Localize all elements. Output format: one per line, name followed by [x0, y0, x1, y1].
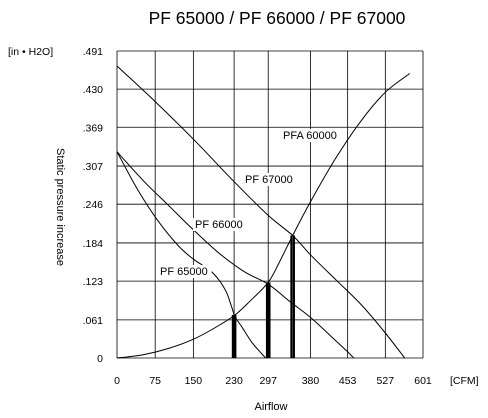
x-tick-label: 453: [339, 375, 357, 387]
series-label-bg: [281, 129, 341, 142]
series-label-pf-65000: PF 65000: [160, 266, 208, 278]
x-tick-label: 601: [414, 375, 432, 387]
y-tick-label: .307: [83, 161, 104, 173]
y-tick-label: .061: [83, 315, 104, 327]
series-label-pfa-60000: PFA 60000: [283, 130, 337, 142]
series-label-pf-67000: PF 67000: [245, 174, 293, 186]
series-curves: [116, 65, 411, 359]
series-label-bg: [158, 265, 212, 278]
y-axis-label: Static pressure increase: [54, 148, 66, 266]
series-labels: PF 65000 PF 66000 PF 67000 PFA 60000: [158, 129, 341, 278]
curve-pf-67000: [116, 65, 406, 359]
x-tick-label: 150: [185, 375, 203, 387]
x-tick-label: 380: [302, 375, 320, 387]
y-tick-label: .123: [83, 276, 104, 288]
series-label-bg: [243, 173, 297, 186]
chart-title: PF 65000 / PF 66000 / PF 67000: [149, 8, 406, 28]
x-unit-label: [CFM]: [450, 375, 479, 387]
y-tick-label: .184: [83, 238, 104, 250]
y-tick-label: .491: [83, 46, 104, 58]
operating-point-lines: [231, 235, 295, 358]
series-label-bg: [193, 218, 247, 231]
y-tick-label: .430: [83, 84, 104, 96]
y-tick-label: .246: [83, 199, 104, 211]
x-tick-label: 230: [225, 375, 243, 387]
curve-pf-66000: [116, 151, 355, 359]
tick-labels: 0 75 150 230 297 380 453 527 601 0 .061 .123 .184 .24…: [83, 46, 432, 387]
y-unit-label: [in • H2O]: [8, 46, 53, 58]
curve-pf-65000: [116, 151, 267, 359]
x-axis-label: Airflow: [254, 401, 287, 413]
x-tick-label: 75: [149, 375, 161, 387]
series-label-pf-66000: PF 66000: [195, 219, 243, 231]
y-tick-label: .369: [83, 122, 104, 134]
x-tick-label: 0: [114, 375, 120, 387]
x-tick-label: 527: [377, 375, 395, 387]
y-tick-label: 0: [97, 353, 103, 365]
curve-pfa-60000: [116, 73, 411, 359]
x-tick-label: 297: [259, 375, 277, 387]
